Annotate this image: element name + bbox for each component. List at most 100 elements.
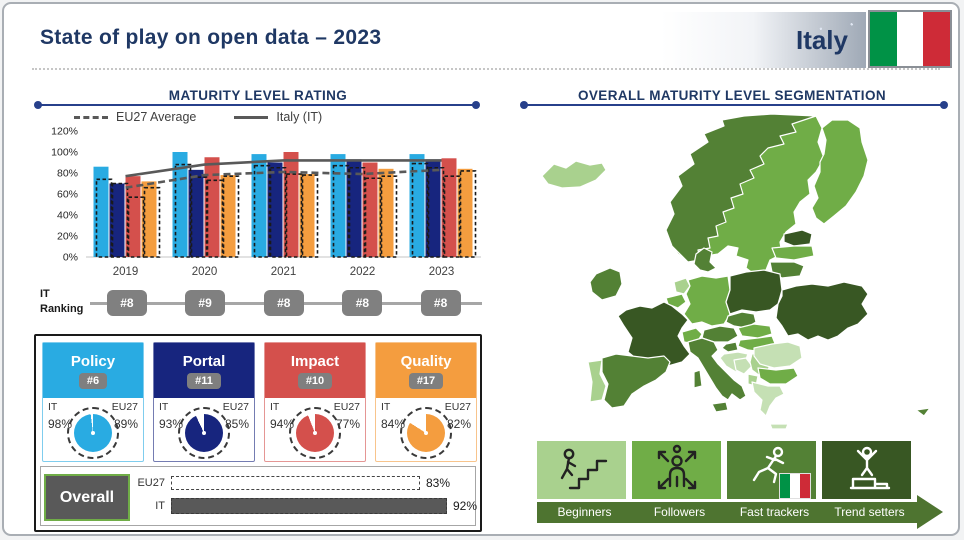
left-section-title: MATURITY LEVEL RATING (168, 88, 348, 103)
map-crete (769, 423, 789, 430)
it-value: 93% (159, 417, 184, 431)
map-cyprus (915, 407, 931, 417)
overlay-Impact (EU27)-2022 (364, 177, 382, 258)
eu27-value: 85% (224, 417, 249, 431)
card-quality-header: Quality #17 (376, 343, 476, 398)
eu27-bar-value: 83% (426, 476, 451, 490)
map-portugal (587, 359, 607, 403)
card-portal-header: Portal #11 (154, 343, 254, 398)
y-tick-120: 120% (51, 126, 78, 138)
map-bulgaria (757, 367, 799, 385)
card-impact-header: Impact #10 (265, 343, 365, 398)
map-latvia (771, 245, 815, 261)
segment-label-beginners: Beginners (557, 505, 612, 519)
overlay-Policy (EU27)-2020 (174, 163, 192, 258)
card-portal: Portal #11 IT EU27 93% 85% (153, 342, 255, 462)
header-divider (32, 68, 940, 70)
map-greece (751, 381, 785, 417)
page-title: State of play on open data – 2023 (40, 26, 382, 49)
overlay-Quality (EU27)-2019 (143, 186, 161, 258)
eu27-label: EU27 (111, 401, 138, 413)
map-france (617, 301, 691, 367)
card-portal-title: Portal (182, 352, 226, 370)
map-norway (665, 113, 817, 263)
segmentation-arrow-band: Beginners Followers Fast trackers Trend … (537, 495, 943, 529)
eu27-label: EU27 (444, 401, 471, 413)
bar-Policy (IT)-2022 (330, 154, 346, 257)
card-policy: Policy #6 IT EU27 98% 89% (42, 342, 144, 462)
map-sicily (711, 401, 729, 413)
it-value: 84% (381, 417, 406, 431)
overlay-Impact (EU27)-2020 (206, 179, 224, 258)
right-section-underline (520, 101, 948, 109)
overlay-Portal (EU27)-2019 (111, 182, 129, 258)
country-name: Italy (795, 24, 848, 55)
it-label: IT (270, 401, 280, 413)
overlay-Impact (EU27)-2019 (127, 196, 145, 258)
overlay-Portal (EU27)-2022 (348, 166, 366, 258)
card-portal-body: IT EU27 93% 85% (154, 398, 254, 460)
map-poland (725, 269, 783, 315)
card-impact-title: Impact (290, 352, 340, 370)
map-ukraine (775, 281, 869, 341)
overlay-Quality (EU27)-2021 (301, 174, 319, 258)
x-label-2023: 2023 (429, 266, 455, 278)
overlay-Portal (EU27)-2020 (190, 176, 208, 258)
segment-label-trend-setters: Trend setters (834, 505, 905, 519)
y-tick-80: 80% (57, 168, 78, 180)
overlay-Impact (EU27)-2023 (443, 175, 461, 258)
trend-line-EU27 Average (125, 168, 442, 189)
overlay-Quality (EU27)-2022 (380, 175, 398, 258)
segment-fast-trackers (727, 441, 816, 499)
it-ring (296, 414, 334, 452)
overall-label-box: Overall (44, 474, 130, 521)
map-bosnia (733, 357, 753, 375)
quality-donut-chart (400, 407, 452, 459)
y-tick-0: 0% (63, 252, 78, 264)
expanding-person-icon (657, 444, 696, 490)
overlay-Policy (EU27)-2023 (411, 162, 429, 258)
impact-donut-chart (289, 407, 341, 459)
solid-line-icon (234, 115, 269, 119)
card-quality-title: Quality (400, 352, 452, 370)
overlay-Impact (EU27)-2021 (285, 173, 303, 258)
x-label-2020: 2020 (192, 266, 218, 278)
portal-donut-chart (178, 407, 230, 459)
map-netherlands (673, 277, 691, 295)
overlay-Quality (EU27)-2020 (222, 175, 240, 258)
overlay-Policy (EU27)-2021 (253, 164, 271, 258)
card-policy-title: Policy (70, 352, 116, 370)
map-ireland (589, 267, 623, 301)
x-label-2022: 2022 (350, 266, 376, 278)
map-estonia (783, 229, 813, 247)
card-quality-rank-badge: #17 (408, 372, 444, 389)
legend-italy-label: Italy (IT) (276, 110, 323, 124)
ranking-pill-2022: #8 (342, 290, 383, 316)
eu27-label: EU27 (333, 401, 360, 413)
x-label-2019: 2019 (113, 266, 139, 278)
legend-eu27-label: EU27 Average (116, 110, 197, 124)
arrow-right-icon (917, 495, 943, 529)
map-romania (753, 341, 803, 369)
italy-flag-marker-icon (779, 473, 811, 499)
it-bar-value: 92% (453, 499, 478, 513)
eu27-dashed-ring (67, 407, 119, 459)
overlay-Portal (EU27)-2023 (427, 166, 445, 258)
map-iceland (541, 160, 607, 189)
it-label: IT (159, 401, 169, 413)
map-denmark (693, 247, 717, 273)
it-bar (171, 498, 447, 514)
map-germany (683, 275, 731, 327)
eu27-value: 82% (446, 417, 471, 431)
trend-line-Italy (IT) (125, 159, 442, 178)
bar-Impact (IT)-2023 (441, 158, 457, 257)
x-label-2021: 2021 (271, 266, 297, 278)
card-impact-body: IT EU27 94% 77% (265, 398, 365, 460)
eu27-label: EU27 (137, 477, 165, 489)
card-impact: Impact #10 IT EU27 94% 77% (264, 342, 366, 462)
eu27-dashed-ring (289, 407, 341, 459)
eu27-label: EU27 (222, 401, 249, 413)
running-person-icon (752, 446, 784, 484)
card-policy-rank-badge: #6 (78, 372, 108, 389)
